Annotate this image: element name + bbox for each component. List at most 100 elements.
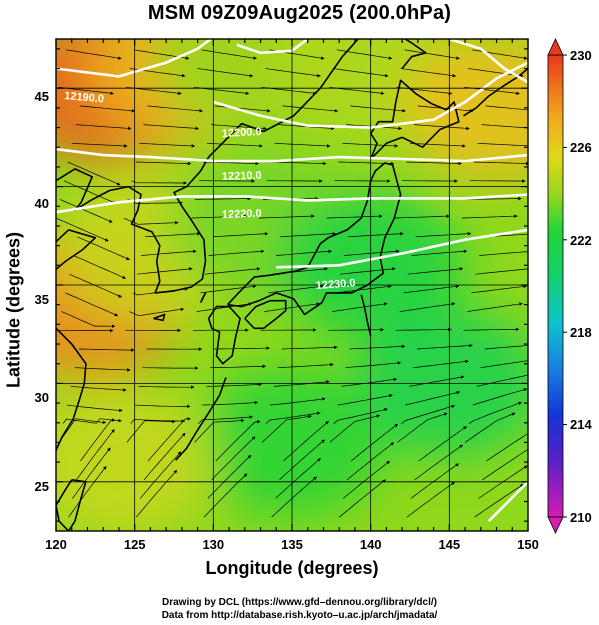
streamline (73, 255, 127, 279)
streamline (71, 142, 128, 148)
streamline (394, 214, 451, 219)
streamline (479, 251, 528, 256)
streamline (58, 418, 107, 443)
streamline (70, 386, 127, 392)
streamline (144, 232, 201, 238)
streamline (214, 346, 270, 350)
coast-shikoku (244, 299, 287, 330)
colorbar: 230 226 222 218 214 210 (547, 38, 592, 534)
streamline (415, 232, 472, 238)
contour-line (236, 39, 309, 55)
streamline (467, 302, 523, 312)
lat-lon-grid (56, 39, 528, 531)
streamline (349, 344, 406, 350)
streamline (203, 473, 248, 518)
streamline (147, 105, 203, 113)
y-tick-labels: 25 30 35 40 45 (35, 89, 49, 494)
streamline (405, 390, 461, 406)
streamline (126, 419, 176, 443)
streamline (143, 432, 186, 481)
streamline (203, 161, 259, 166)
streamline (62, 418, 116, 424)
streamline (350, 423, 399, 462)
streamline (138, 385, 195, 389)
streamline (486, 432, 528, 462)
streamline (140, 249, 197, 256)
streamline (76, 429, 115, 481)
streamline (472, 49, 528, 60)
streamline (68, 465, 107, 518)
streamline (482, 446, 528, 481)
colorbar-top-arrow (547, 38, 564, 56)
coast-izu (360, 294, 372, 337)
credit-data-source: Data from http://database.rish.kyoto–u.a… (161, 610, 438, 621)
streamline (417, 343, 473, 350)
streamline (196, 302, 253, 312)
streamline (59, 199, 113, 223)
streamline (279, 439, 325, 481)
streamline (276, 249, 332, 256)
streamline (473, 161, 528, 166)
colorbar-tick-label: 218 (570, 325, 592, 340)
streamline (191, 214, 248, 219)
streamline (269, 397, 326, 406)
x-tick-label: 150 (517, 537, 539, 552)
streamline (342, 142, 399, 148)
credit-drawing: Drawing by DCL (https://www.gfd–dennou.o… (161, 597, 437, 608)
streamline (63, 180, 117, 204)
streamline (414, 444, 463, 481)
streamline (75, 124, 132, 131)
coast-ryukyu (175, 377, 227, 461)
streamline (350, 105, 406, 113)
streamline (475, 267, 528, 275)
streamline (136, 267, 193, 275)
colorbar-tick-label: 226 (570, 140, 592, 155)
streamline (258, 214, 315, 219)
y-tick-label: 40 (35, 196, 49, 211)
streamline (336, 284, 392, 294)
streamline (411, 249, 468, 256)
streamline (74, 367, 131, 372)
streamline (210, 124, 267, 131)
streamline (77, 236, 130, 261)
streamline (332, 302, 388, 312)
streamline (338, 161, 395, 166)
streamline (132, 287, 189, 296)
streamline (69, 273, 122, 298)
streamline (347, 232, 404, 238)
colorbar-tick-label: 230 (570, 48, 592, 63)
streamline (274, 142, 331, 148)
streamline (477, 142, 528, 147)
streamline (474, 484, 524, 518)
streamline (211, 436, 256, 481)
x-tick-label: 130 (202, 537, 224, 552)
streamline (485, 105, 528, 111)
streamline (214, 105, 271, 113)
y-tick-label: 25 (35, 479, 49, 494)
contour-labels: 12190.0 12200.0 12210.0 12220.0 12230.0 (64, 90, 356, 292)
x-tick-label: 140 (360, 537, 382, 552)
streamline (61, 311, 116, 328)
y-axis-label-box: Latitude (degrees) (3, 210, 25, 410)
streamline (201, 49, 257, 60)
streamline (275, 458, 321, 499)
streamline (143, 124, 200, 131)
streamline (272, 267, 328, 275)
streamline (134, 404, 191, 409)
streamline (281, 345, 338, 350)
x-tick-label: 135 (281, 537, 303, 552)
streamline (194, 418, 245, 443)
contour-line (487, 480, 528, 523)
streamline (66, 404, 123, 413)
y-tick-label: 45 (35, 89, 49, 104)
streamline (135, 161, 192, 166)
streamline (471, 284, 527, 294)
streamline (208, 249, 265, 256)
streamline (468, 401, 523, 424)
page-title: MSM 09Z09Aug2025 (200.0hPa) (147, 2, 452, 24)
streamline (268, 284, 324, 294)
streamline (463, 327, 520, 332)
streamline (197, 68, 254, 78)
coast-shandong (56, 229, 97, 270)
streamline (204, 267, 261, 275)
